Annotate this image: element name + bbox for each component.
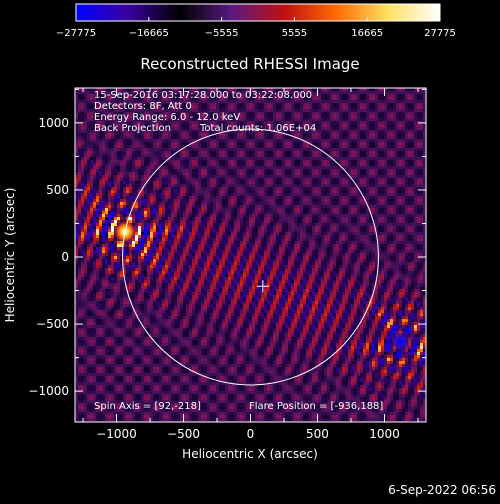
colorbar-tick-label: −16665 xyxy=(129,28,169,39)
heatmap-image xyxy=(75,88,426,424)
colorbar-tick-label: −27775 xyxy=(56,28,96,39)
colorbar-tick-label: −5555 xyxy=(205,28,239,39)
chart-title: Reconstructed RHESSI Image xyxy=(140,55,359,73)
y-tick-label: 1000 xyxy=(38,116,69,130)
y-tick-label: −500 xyxy=(36,317,69,331)
colorbar xyxy=(76,4,440,21)
y-axis-label: Heliocentric Y (arcsec) xyxy=(3,188,17,323)
x-tick-label: 1000 xyxy=(369,427,400,441)
total-counts-annotation: Total counts: 1.06E+04 xyxy=(199,123,316,134)
spin-axis-annotation: Spin Axis = [92,-218] xyxy=(94,401,201,412)
dark-source xyxy=(390,331,412,353)
energy-range-annotation: Energy Range: 6.0 - 12.0 keV xyxy=(94,112,240,123)
x-tick-label: −500 xyxy=(167,427,200,441)
footer-timestamp: 6-Sep-2022 06:56 xyxy=(388,483,496,497)
detectors-annotation: Detectors: 8F, Att 0 xyxy=(94,101,192,112)
x-tick-label: 0 xyxy=(247,427,255,441)
colorbar-tick-label: 5555 xyxy=(282,28,307,39)
flare-position-annotation: Flare Position = [-936,188] xyxy=(249,401,383,412)
colorbar-tick-label: 27775 xyxy=(424,28,456,39)
y-tick-label: −1000 xyxy=(28,384,69,398)
x-axis-label: Heliocentric X (arcsec) xyxy=(182,447,318,461)
method-annotation: Back Projection xyxy=(94,123,171,134)
colorbar-tick-label: 16665 xyxy=(351,28,383,39)
y-tick-label: 0 xyxy=(61,250,69,264)
x-tick-label: 500 xyxy=(306,427,329,441)
time-range-annotation: 15-Sep-2016 03:17:28.000 to 03:22:08.000 xyxy=(94,90,312,101)
x-tick-label: −1000 xyxy=(96,427,137,441)
y-tick-label: 500 xyxy=(46,183,69,197)
